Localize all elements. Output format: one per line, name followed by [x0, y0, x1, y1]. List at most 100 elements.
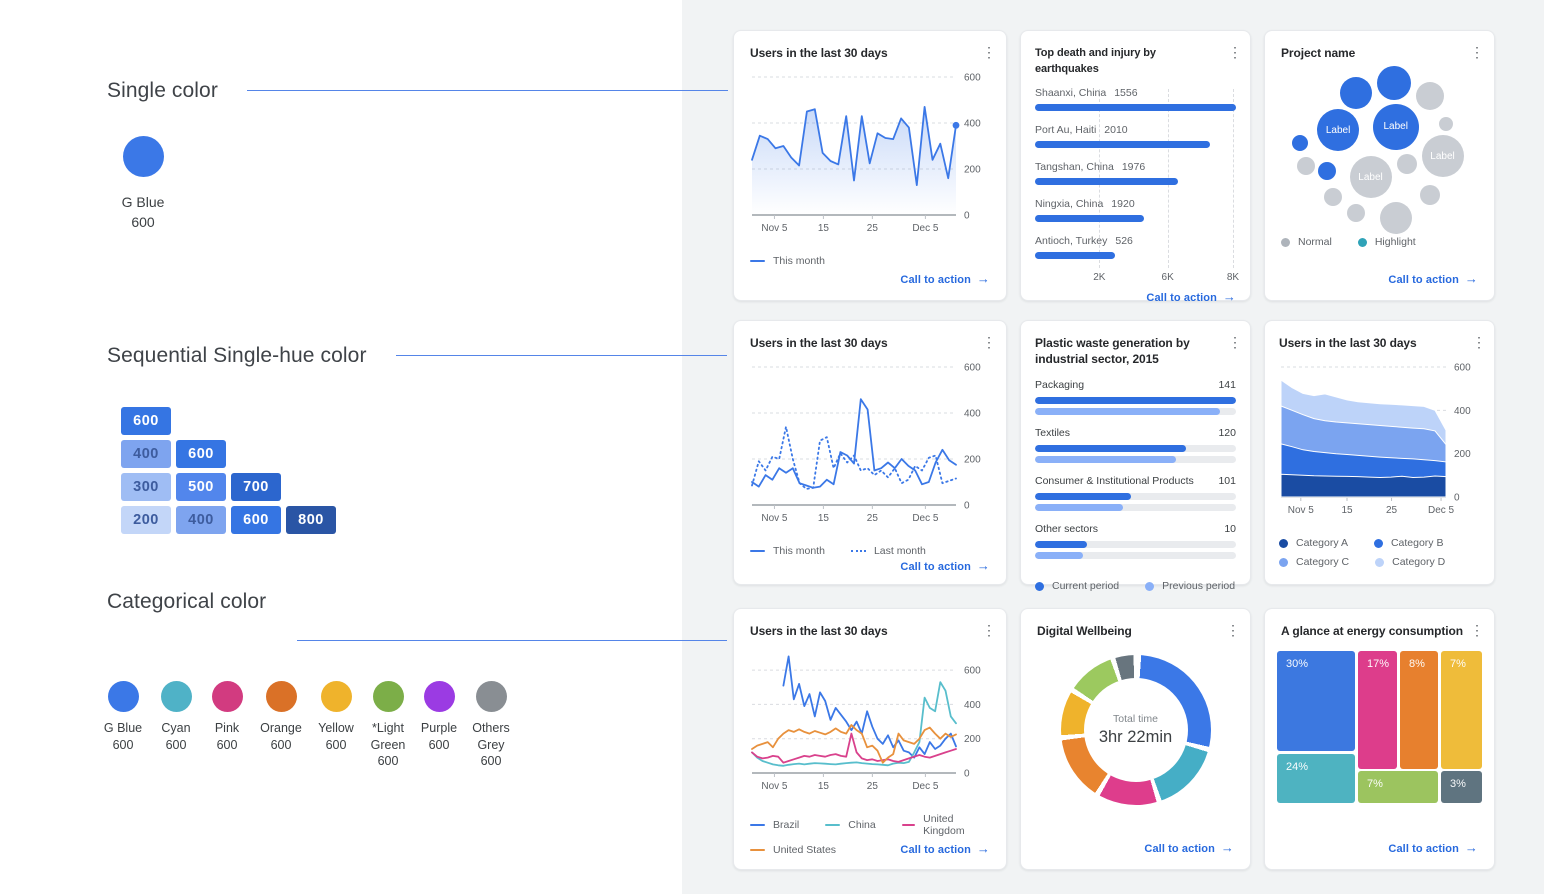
categorical-swatch-label: G Blue 600: [103, 721, 143, 752]
legend-item: Current period: [1035, 580, 1119, 592]
svg-text:400: 400: [964, 700, 981, 711]
previous-track: [1035, 552, 1236, 559]
row-value: 141: [1218, 379, 1236, 391]
bubble-blue: [1318, 161, 1337, 180]
svg-text:600: 600: [964, 73, 981, 84]
row-value: 10: [1224, 523, 1236, 535]
legend-item: Previous period: [1145, 580, 1235, 592]
kebab-menu-icon[interactable]: ⋮: [1470, 622, 1484, 638]
previous-track: [1035, 504, 1236, 511]
legend-item: United Kingdom: [901, 813, 990, 837]
categorical-swatch-pink: [211, 681, 243, 712]
stacked-area-chart: 0 200 400 600 Nov 5 15 25 Dec 5: [1279, 359, 1480, 526]
categorical-swatch-orange: [265, 681, 297, 712]
bar: [1035, 215, 1144, 222]
connector-line: [396, 355, 727, 356]
current-bar: [1035, 397, 1236, 404]
bubble-grey: [1419, 184, 1440, 205]
legend-swatch-icon: [1279, 557, 1288, 567]
bar-label: Ningxia, China 1920: [1035, 198, 1135, 210]
bar-label: Antioch, Turkey 526: [1035, 235, 1133, 247]
connector-line: [297, 640, 727, 641]
current-bar: [1035, 445, 1186, 452]
legend-swatch-icon: [1281, 237, 1290, 247]
row-value: 101: [1218, 475, 1236, 487]
kebab-menu-icon[interactable]: ⋮: [1470, 44, 1484, 60]
svg-text:600: 600: [964, 666, 981, 677]
card-earthquakes: Top death and injury by earthquakes ⋮ Sh…: [1020, 30, 1251, 304]
call-to-action-link[interactable]: Call to action →: [1146, 289, 1236, 304]
current-track: [1035, 445, 1236, 452]
treemap-block: 24%: [1277, 753, 1355, 803]
kebab-menu-icon[interactable]: ⋮: [982, 44, 996, 60]
sequential-swatch-300: 300: [121, 473, 171, 501]
svg-text:200: 200: [1454, 449, 1471, 460]
bubble-grey: [1323, 187, 1342, 206]
call-to-action-link[interactable]: Call to action →: [900, 558, 990, 573]
svg-text:Dec 5: Dec 5: [912, 223, 939, 234]
kebab-menu-icon[interactable]: ⋮: [1228, 44, 1242, 60]
progress-bar-chart: Packaging 141 Textiles 120 Consumer & Inst…: [1035, 367, 1236, 563]
legend-swatch-icon: [1375, 557, 1385, 567]
bar-label: Port Au, Haiti 2010: [1035, 124, 1128, 136]
kebab-menu-icon[interactable]: ⋮: [982, 334, 996, 350]
call-to-action-link[interactable]: Call to action →: [1388, 271, 1478, 286]
x-tick-label: 2K: [1093, 272, 1106, 283]
arrow-right-icon: →: [1464, 271, 1478, 286]
categorical-swatch-label: Purple 600: [420, 721, 458, 752]
bubble-grey: [1347, 203, 1366, 222]
call-to-action-link[interactable]: Call to action →: [900, 271, 990, 286]
call-to-action-link[interactable]: Call to action →: [1144, 840, 1234, 855]
chart-legend: This month Last month: [750, 538, 990, 557]
section-heading-single-color: Single color: [107, 79, 218, 102]
card-title: Top death and injury by earthquakes: [1035, 47, 1156, 75]
current-bar: [1035, 541, 1088, 548]
categorical-swatch-label: Yellow 600: [318, 721, 354, 752]
svg-text:Nov 5: Nov 5: [761, 223, 788, 234]
svg-text:Dec 5: Dec 5: [912, 513, 939, 524]
arrow-right-icon: →: [976, 271, 990, 286]
legend-item: Highlight: [1357, 236, 1416, 248]
bubble-grey: Label: [1349, 156, 1392, 199]
donut-chart: Total time 3hr 22min: [1037, 639, 1234, 805]
treemap-chart: 30% 24% 17% 8% 7% 7% 3%: [1277, 639, 1482, 803]
bubble-blue: Label: [1317, 109, 1360, 152]
svg-text:200: 200: [964, 165, 981, 176]
legend-item: China: [825, 819, 876, 831]
kebab-menu-icon[interactable]: ⋮: [1472, 334, 1486, 350]
bubble-blue: [1340, 76, 1373, 109]
categorical-swatch-label: Cyan 600: [161, 721, 191, 752]
svg-text:0: 0: [964, 501, 970, 512]
svg-text:0: 0: [1454, 493, 1460, 504]
svg-text:600: 600: [1454, 363, 1471, 374]
bubble-grey: [1415, 82, 1444, 111]
x-axis: 2K 6K 8K: [1035, 272, 1239, 288]
treemap-block: 7%: [1441, 651, 1482, 769]
previous-track: [1035, 408, 1236, 415]
call-to-action-link[interactable]: Call to action →: [1388, 840, 1478, 855]
bar-row: Ningxia, China 1920: [1035, 198, 1236, 222]
card-title: Users in the last 30 days: [750, 624, 888, 638]
card-digital-wellbeing: Digital Wellbeing ⋮ Total time 3hr 22min…: [1020, 608, 1251, 870]
bar: [1035, 104, 1236, 111]
treemap-block: 3%: [1441, 771, 1482, 803]
categorical-swatch-cyan: [160, 681, 192, 712]
chart-legend: Current period Previous period: [1035, 573, 1236, 592]
arrow-right-icon: →: [976, 841, 990, 856]
kebab-menu-icon[interactable]: ⋮: [1228, 334, 1242, 350]
card-title: Digital Wellbeing: [1037, 624, 1132, 638]
previous-bar: [1035, 552, 1084, 559]
progress-row: Consumer & Institutional Products 101: [1035, 475, 1236, 511]
sequential-swatch-200: 200: [121, 506, 171, 534]
legend-item: Normal: [1281, 236, 1332, 248]
treemap-plot: 30% 24% 17% 8% 7% 7% 3%: [1277, 651, 1482, 803]
kebab-menu-icon[interactable]: ⋮: [1226, 622, 1240, 638]
previous-track: [1035, 456, 1236, 463]
svg-text:Dec 5: Dec 5: [912, 781, 939, 792]
legend-swatch-icon: [1357, 237, 1367, 247]
arrow-right-icon: →: [976, 558, 990, 573]
bar-value: 526: [1115, 235, 1133, 247]
call-to-action-link[interactable]: Call to action →: [900, 841, 990, 856]
card-users-two-lines: Users in the last 30 days ⋮ 0 200 400 600 No…: [733, 320, 1007, 585]
kebab-menu-icon[interactable]: ⋮: [982, 622, 996, 638]
